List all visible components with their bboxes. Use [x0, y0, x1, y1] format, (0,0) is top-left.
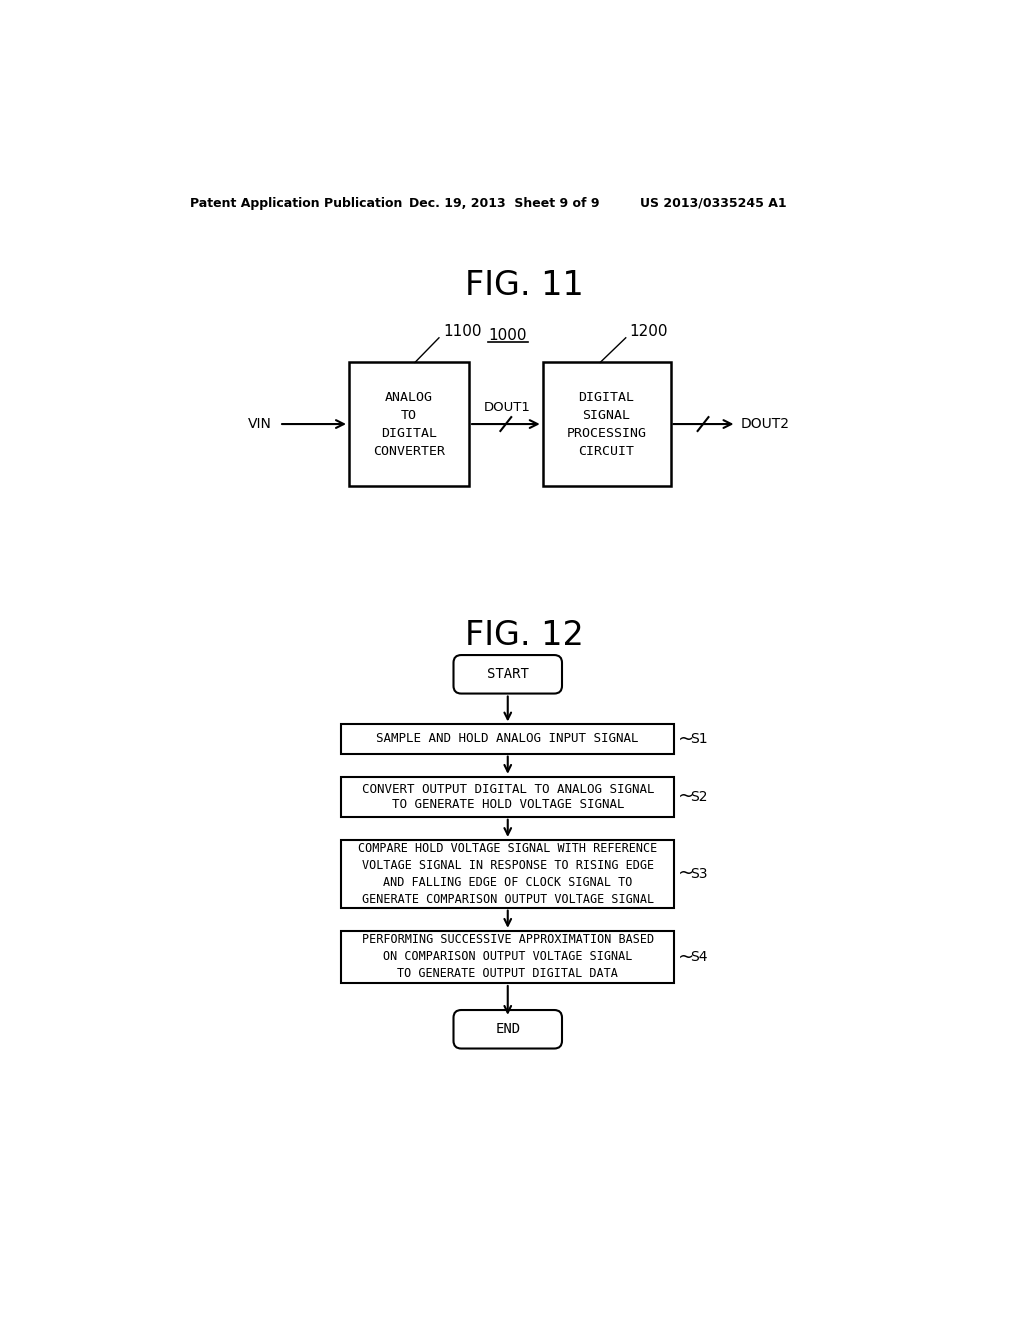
Text: PERFORMING SUCCESSIVE APPROXIMATION BASED
ON COMPARISON OUTPUT VOLTAGE SIGNAL
TO: PERFORMING SUCCESSIVE APPROXIMATION BASE…	[361, 933, 653, 981]
FancyBboxPatch shape	[341, 840, 675, 908]
Text: 1000: 1000	[488, 327, 527, 343]
Text: FIG. 11: FIG. 11	[466, 269, 584, 302]
Text: DIGITAL
SIGNAL
PROCESSING
CIRCUIT: DIGITAL SIGNAL PROCESSING CIRCUIT	[566, 391, 646, 458]
Text: S3: S3	[690, 867, 708, 880]
Text: Patent Application Publication: Patent Application Publication	[190, 197, 402, 210]
Text: ~: ~	[678, 787, 694, 807]
Text: DOUT1: DOUT1	[484, 401, 530, 414]
Text: CONVERT OUTPUT DIGITAL TO ANALOG SIGNAL
TO GENERATE HOLD VOLTAGE SIGNAL: CONVERT OUTPUT DIGITAL TO ANALOG SIGNAL …	[361, 783, 654, 810]
Text: END: END	[496, 1022, 520, 1036]
FancyBboxPatch shape	[349, 363, 469, 486]
Text: DOUT2: DOUT2	[741, 417, 791, 432]
FancyBboxPatch shape	[454, 1010, 562, 1048]
FancyBboxPatch shape	[341, 776, 675, 817]
Text: FIG. 12: FIG. 12	[465, 619, 585, 652]
Text: Dec. 19, 2013  Sheet 9 of 9: Dec. 19, 2013 Sheet 9 of 9	[409, 197, 599, 210]
FancyBboxPatch shape	[454, 655, 562, 693]
Text: S1: S1	[690, 733, 708, 746]
Text: S4: S4	[690, 950, 708, 964]
Text: COMPARE HOLD VOLTAGE SIGNAL WITH REFERENCE
VOLTAGE SIGNAL IN RESPONSE TO RISING : COMPARE HOLD VOLTAGE SIGNAL WITH REFEREN…	[358, 842, 657, 906]
Text: ~: ~	[678, 730, 694, 748]
Text: 1200: 1200	[630, 325, 668, 339]
Text: 1100: 1100	[442, 325, 481, 339]
Text: ~: ~	[678, 948, 694, 966]
Text: S2: S2	[690, 789, 708, 804]
FancyBboxPatch shape	[543, 363, 671, 486]
Text: ~: ~	[678, 865, 694, 883]
Text: START: START	[486, 668, 528, 681]
Text: SAMPLE AND HOLD ANALOG INPUT SIGNAL: SAMPLE AND HOLD ANALOG INPUT SIGNAL	[377, 733, 639, 746]
Text: ANALOG
TO
DIGITAL
CONVERTER: ANALOG TO DIGITAL CONVERTER	[373, 391, 445, 458]
Text: US 2013/0335245 A1: US 2013/0335245 A1	[640, 197, 786, 210]
FancyBboxPatch shape	[341, 725, 675, 754]
Text: VIN: VIN	[248, 417, 271, 432]
FancyBboxPatch shape	[341, 931, 675, 983]
